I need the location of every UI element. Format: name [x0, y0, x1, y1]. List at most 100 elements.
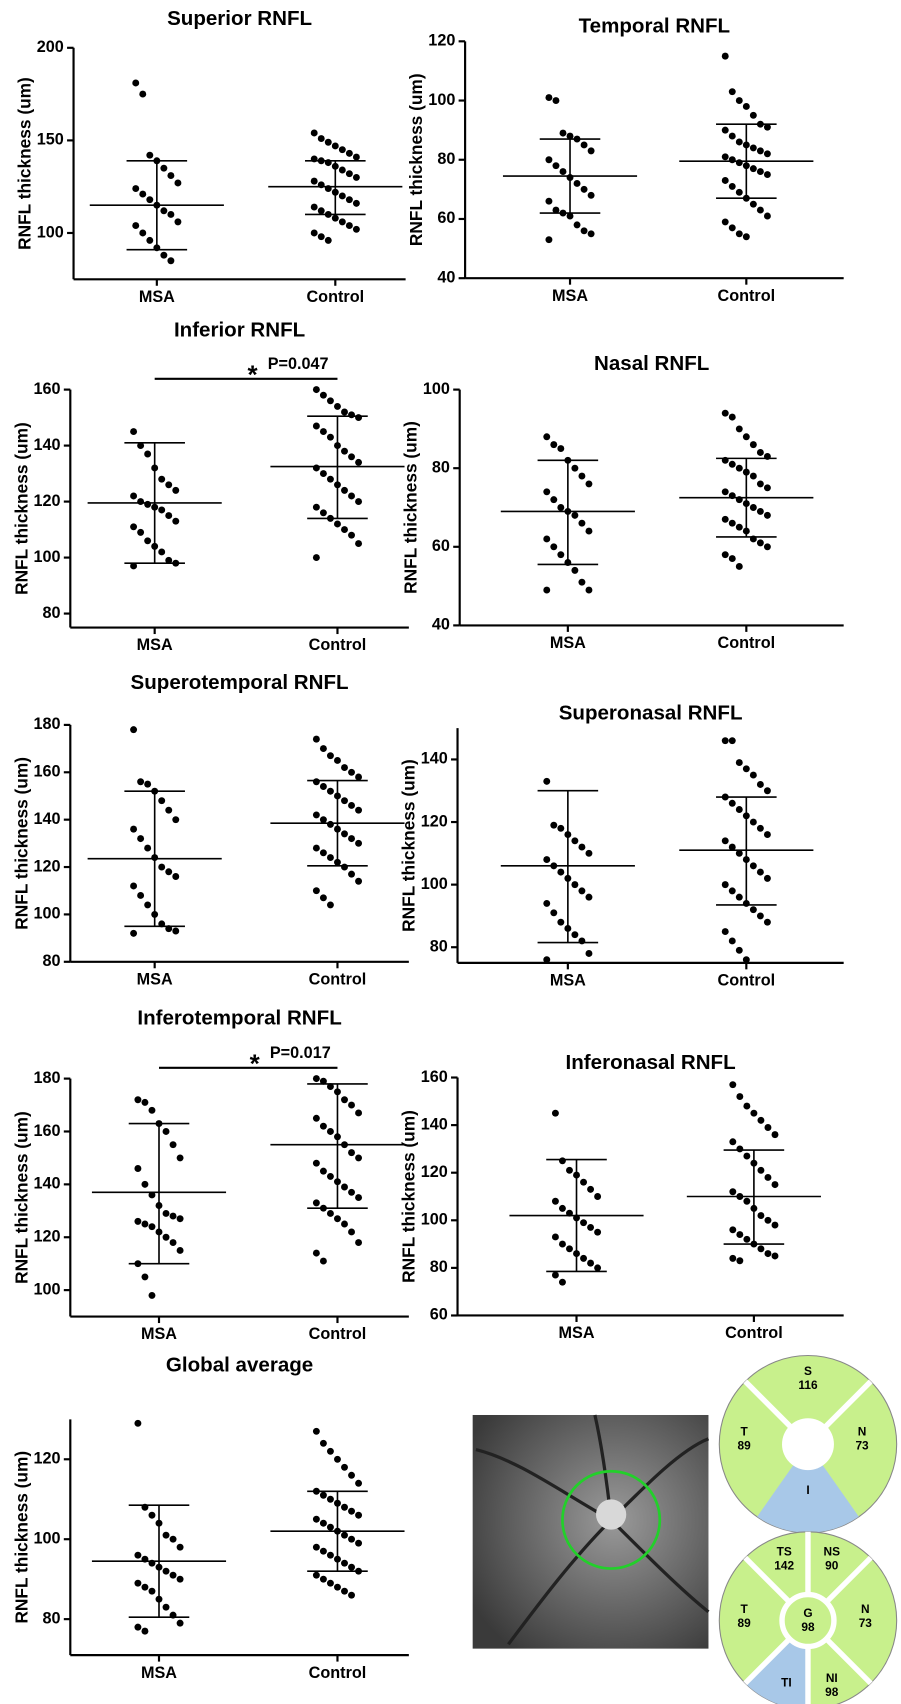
data-point — [348, 1149, 355, 1157]
data-point — [326, 752, 334, 760]
data-point — [326, 1172, 334, 1180]
data-point — [137, 778, 145, 786]
data-point — [749, 472, 757, 480]
significance-star: * — [250, 1050, 261, 1078]
data-point — [312, 554, 320, 562]
x-tick-label: MSA — [550, 634, 586, 652]
data-point — [334, 1583, 341, 1591]
panel-title: Global average — [166, 1354, 313, 1377]
data-point — [729, 1081, 737, 1089]
data-point — [578, 887, 586, 895]
data-point — [348, 801, 355, 809]
data-point — [176, 1543, 184, 1551]
data-point — [319, 470, 327, 478]
data-point — [721, 837, 729, 845]
data-point — [319, 816, 327, 824]
data-point — [749, 144, 757, 152]
data-point — [312, 1571, 320, 1579]
data-point — [594, 1193, 602, 1200]
data-point — [137, 835, 145, 843]
data-point — [763, 543, 771, 551]
data-point — [545, 236, 553, 244]
y-tick-label: 120 — [34, 1450, 61, 1468]
data-point — [749, 441, 757, 449]
data-point — [571, 464, 579, 472]
data-point — [763, 787, 771, 795]
data-point — [319, 783, 327, 790]
data-point — [543, 956, 551, 964]
fundus-image — [472, 1414, 710, 1649]
data-point — [319, 894, 327, 902]
data-point — [348, 1563, 355, 1571]
data-point — [756, 480, 764, 488]
data-point — [326, 433, 334, 441]
data-point — [141, 1180, 149, 1188]
data-point — [348, 1507, 355, 1515]
data-point — [139, 190, 147, 198]
data-point — [148, 1191, 156, 1199]
data-point — [338, 192, 346, 200]
panel: Nasal RNFL RNFL thickness (um) 40 60 80 100 MS… — [401, 352, 844, 652]
data-point — [355, 1239, 363, 1246]
data-point — [558, 1278, 566, 1286]
data-point — [763, 150, 771, 158]
data-point — [566, 1245, 573, 1253]
data-point — [543, 488, 551, 496]
data-point — [559, 168, 567, 176]
data-point — [158, 548, 166, 556]
data-point — [134, 1551, 142, 1559]
data-point — [735, 425, 743, 433]
data-point — [558, 1204, 566, 1212]
x-tick-label: MSA — [558, 1324, 594, 1342]
panel-title: Superior RNFL — [167, 7, 312, 30]
data-point — [580, 227, 588, 235]
sector-label: I — [806, 1483, 809, 1497]
significance-star: * — [248, 361, 259, 389]
data-point — [756, 824, 764, 832]
y-tick-label: 80 — [432, 458, 450, 476]
panel: Superior RNFL RNFL thickness (um) 100 150 20… — [15, 7, 406, 306]
y-tick-label: 140 — [421, 750, 448, 768]
data-point — [160, 207, 168, 215]
sector-value: 116 — [798, 1378, 818, 1392]
data-point — [721, 737, 729, 745]
panel: Inferonasal RNFL RNFL thickness (um) 60 80 1… — [399, 1051, 844, 1342]
data-point — [543, 899, 551, 907]
data-point — [728, 156, 736, 164]
data-point — [735, 188, 743, 196]
data-point — [317, 233, 325, 241]
data-point — [742, 433, 750, 441]
y-tick-label: 100 — [34, 1280, 61, 1298]
data-point — [176, 1619, 184, 1627]
y-tick-label: 40 — [432, 616, 450, 634]
data-point — [341, 1096, 348, 1104]
data-point — [148, 1106, 156, 1114]
data-point — [345, 196, 353, 204]
data-point — [172, 517, 180, 525]
data-point — [310, 129, 318, 137]
data-point — [735, 893, 743, 901]
data-point — [728, 413, 736, 421]
data-point — [763, 123, 771, 131]
data-point — [162, 1603, 170, 1611]
data-point — [319, 1167, 327, 1175]
data-point — [721, 928, 729, 936]
data-point — [326, 1523, 334, 1531]
data-point — [348, 1471, 355, 1479]
data-point — [319, 1575, 327, 1583]
data-point — [312, 1515, 320, 1523]
data-point — [312, 1199, 320, 1207]
data-point — [312, 503, 320, 511]
y-axis-label: RNFL thickness (um) — [406, 73, 426, 246]
data-point — [169, 1141, 177, 1149]
data-point — [721, 153, 729, 161]
data-point — [167, 211, 175, 218]
data-point — [764, 1124, 772, 1131]
data-point — [319, 1547, 327, 1555]
data-point — [341, 863, 348, 871]
data-point — [594, 1264, 602, 1272]
data-point — [566, 1166, 573, 1174]
data-point — [571, 837, 579, 845]
data-point — [162, 1567, 170, 1575]
